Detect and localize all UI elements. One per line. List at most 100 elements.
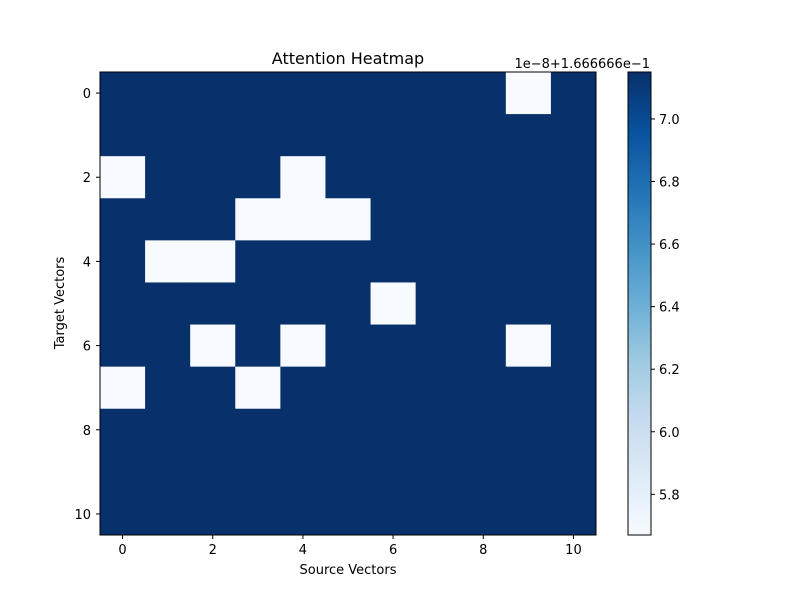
heatmap-cell xyxy=(235,240,281,283)
heatmap-cell xyxy=(190,450,236,494)
heatmap-cell xyxy=(505,114,552,157)
heatmap-cell xyxy=(415,492,462,536)
heatmap-cell xyxy=(505,240,552,283)
heatmap-cell xyxy=(100,114,146,157)
heatmap-cell xyxy=(460,492,507,536)
y-tick-label: 0 xyxy=(83,87,91,102)
heatmap-cell xyxy=(190,282,236,326)
heatmap-cell xyxy=(550,492,597,536)
heatmap-cell xyxy=(505,450,552,494)
heatmap-cell xyxy=(370,114,417,157)
heatmap-cell xyxy=(505,156,552,199)
heatmap-cell xyxy=(145,408,191,452)
heatmap-cell xyxy=(550,282,597,326)
heatmap-cell xyxy=(280,156,326,199)
heatmap-cell xyxy=(235,408,281,452)
heatmap-cell xyxy=(280,198,326,241)
heatmap-cell xyxy=(505,282,552,326)
heatmap-cell xyxy=(280,408,326,452)
heatmap-cell xyxy=(145,324,191,368)
heatmap-cell xyxy=(100,156,146,199)
heatmap-cell xyxy=(505,492,552,536)
heatmap-cell xyxy=(190,366,236,410)
heatmap-cell xyxy=(550,324,597,368)
heatmap-cell xyxy=(550,156,597,199)
heatmap-cell xyxy=(190,408,236,452)
x-axis-label: Source Vectors xyxy=(300,563,397,578)
heatmap-cell xyxy=(415,72,462,115)
heatmap-cell xyxy=(415,282,462,326)
heatmap-cell xyxy=(370,198,417,241)
colorbar-tick-label: 6.0 xyxy=(659,426,680,441)
heatmap-cell xyxy=(460,324,507,368)
colorbar-tick-label: 5.8 xyxy=(659,488,680,503)
heatmap-cell xyxy=(550,198,597,241)
x-tick-label: 6 xyxy=(389,543,397,558)
colorbar-tick-label: 6.2 xyxy=(659,363,680,378)
heatmap-cell xyxy=(235,324,281,368)
heatmap-cells xyxy=(100,72,597,536)
heatmap-cell xyxy=(280,492,326,536)
heatmap-cell xyxy=(415,366,462,410)
heatmap-cell xyxy=(370,240,417,283)
heatmap-cell xyxy=(460,72,507,115)
heatmap-cell xyxy=(505,198,552,241)
heatmap-cell xyxy=(145,72,191,115)
heatmap-cell xyxy=(550,240,597,283)
heatmap-cell xyxy=(325,450,372,494)
heatmap-cell xyxy=(505,366,552,410)
x-tick-label: 0 xyxy=(118,543,126,558)
heatmap-cell xyxy=(325,240,372,283)
y-tick-label: 8 xyxy=(83,424,91,439)
y-axis-ticks: 0 2 4 6 8 10 xyxy=(74,87,100,523)
heatmap-cell xyxy=(325,324,372,368)
heatmap-cell xyxy=(370,324,417,368)
heatmap-cell xyxy=(100,198,146,241)
heatmap-cell xyxy=(460,450,507,494)
heatmap-cell xyxy=(325,366,372,410)
heatmap-cell xyxy=(100,324,146,368)
heatmap-cell xyxy=(460,408,507,452)
heatmap-cell xyxy=(100,450,146,494)
heatmap-cell xyxy=(325,156,372,199)
heatmap-cell xyxy=(280,282,326,326)
heatmap-cell xyxy=(325,408,372,452)
heatmap-cell xyxy=(190,114,236,157)
heatmap-cell xyxy=(145,450,191,494)
heatmap-cell xyxy=(145,282,191,326)
heatmap-cell xyxy=(235,450,281,494)
heatmap-cell xyxy=(460,156,507,199)
heatmap-cell xyxy=(235,492,281,536)
heatmap-cell xyxy=(370,366,417,410)
heatmap-cell xyxy=(550,366,597,410)
heatmap-cell xyxy=(460,114,507,157)
heatmap-cell xyxy=(505,72,552,115)
heatmap-cell xyxy=(550,408,597,452)
heatmap-cell xyxy=(100,492,146,536)
heatmap-cell xyxy=(280,366,326,410)
heatmap-cell xyxy=(100,72,146,115)
heatmap-cell xyxy=(325,492,372,536)
heatmap-cell xyxy=(145,366,191,410)
heatmap-cell xyxy=(145,240,191,283)
y-tick-label: 10 xyxy=(74,508,91,523)
heatmap-cell xyxy=(325,72,372,115)
heatmap-cell xyxy=(415,114,462,157)
chart-title: Attention Heatmap xyxy=(272,49,424,68)
heatmap-cell xyxy=(460,282,507,326)
heatmap-cell xyxy=(460,240,507,283)
heatmap-cell xyxy=(190,324,236,368)
y-tick-label: 4 xyxy=(83,255,91,270)
x-tick-label: 10 xyxy=(565,543,582,558)
heatmap-cell xyxy=(460,198,507,241)
heatmap-cell xyxy=(235,72,281,115)
x-axis-ticks: 0 2 4 6 8 10 xyxy=(118,535,582,558)
x-tick-label: 4 xyxy=(299,543,307,558)
x-tick-label: 8 xyxy=(479,543,487,558)
heatmap-cell xyxy=(190,198,236,241)
heatmap-cell xyxy=(550,72,597,115)
heatmap-cell xyxy=(370,156,417,199)
heatmap-cell xyxy=(190,492,236,536)
colorbar-tick-label: 6.8 xyxy=(659,175,680,190)
